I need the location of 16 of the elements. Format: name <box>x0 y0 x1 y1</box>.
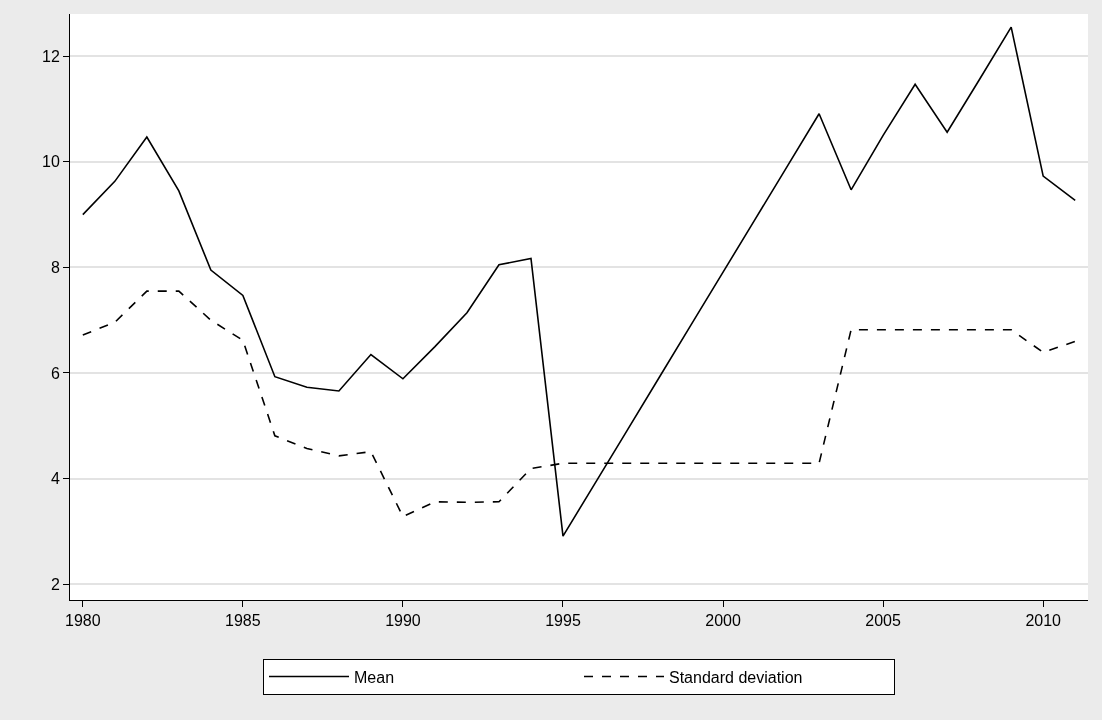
x-tick-label: 2005 <box>865 612 902 630</box>
x-tick-label: 2000 <box>705 612 741 630</box>
x-tick-label: 1980 <box>65 612 101 630</box>
x-tick-label: 1995 <box>545 612 581 630</box>
y-tick-label: 4 <box>50 470 60 488</box>
legend-label: Mean <box>354 668 395 686</box>
y-tick-label: 10 <box>42 153 60 171</box>
y-tick-label: 12 <box>42 47 60 65</box>
y-tick-label: 8 <box>50 259 60 277</box>
y-tick-label: 6 <box>50 364 60 382</box>
x-tick-label: 1990 <box>385 612 421 630</box>
legend-label: Standard deviation <box>669 668 803 686</box>
line-series <box>82 26 1076 537</box>
x-tick-label: 2010 <box>1025 612 1062 630</box>
y-tick-label: 2 <box>50 575 60 593</box>
x-tick-label: 1985 <box>225 612 261 630</box>
